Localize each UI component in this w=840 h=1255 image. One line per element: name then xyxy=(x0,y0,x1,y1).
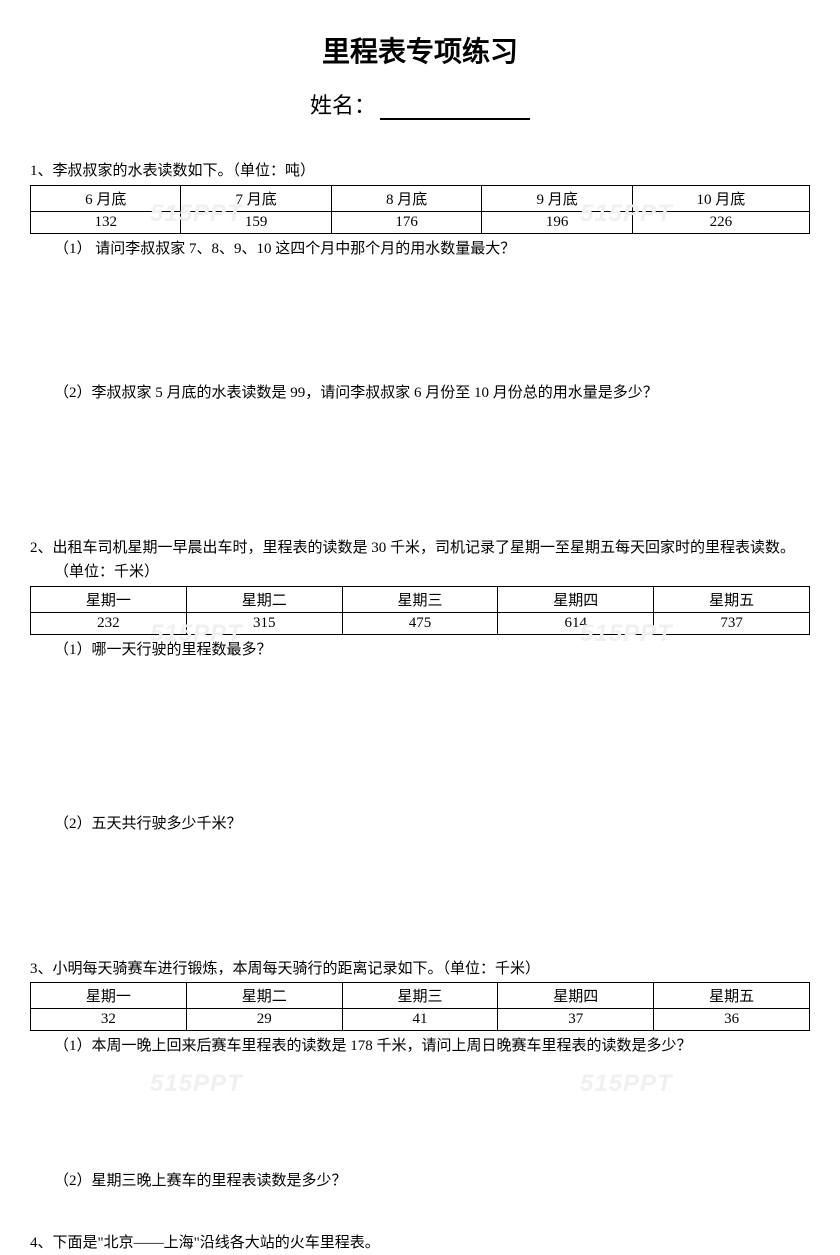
table-cell: 星期一 xyxy=(31,586,187,612)
table-cell: 6 月底 xyxy=(31,185,181,211)
table-cell: 10 月底 xyxy=(632,185,809,211)
table-cell: 159 xyxy=(181,211,331,233)
table-row: 132 159 176 196 226 xyxy=(31,211,810,233)
table-cell: 32 xyxy=(31,1009,187,1031)
question-1: 1、李叔叔家的水表读数如下。（单位：吨） 6 月底 7 月底 8 月底 9 月底… xyxy=(30,160,810,527)
q2-sub1: （1）哪一天行驶的里程数最多？ xyxy=(30,639,810,662)
table-cell: 475 xyxy=(342,612,498,634)
table-cell: 614 xyxy=(498,612,654,634)
q3-sub1: （1）本周一晚上回来后赛车里程表的读数是 178 千米，请问上周日晚赛车里程表的… xyxy=(30,1035,810,1058)
table-row: 32 29 41 37 36 xyxy=(31,1009,810,1031)
table-cell: 737 xyxy=(654,612,810,634)
table-row: 6 月底 7 月底 8 月底 9 月底 10 月底 xyxy=(31,185,810,211)
table-cell: 29 xyxy=(186,1009,342,1031)
q2-unit: （单位：千米） xyxy=(30,561,810,584)
table-cell: 232 xyxy=(31,612,187,634)
table-cell: 7 月底 xyxy=(181,185,331,211)
q1-table: 6 月底 7 月底 8 月底 9 月底 10 月底 132 159 176 19… xyxy=(30,185,810,234)
q3-table: 星期一 星期二 星期三 星期四 星期五 32 29 41 37 36 xyxy=(30,982,810,1031)
name-label: 姓名： xyxy=(310,93,376,118)
table-cell: 星期二 xyxy=(186,586,342,612)
table-cell: 8 月底 xyxy=(331,185,481,211)
table-cell: 196 xyxy=(482,211,632,233)
question-2: 2、出租车司机星期一早晨出车时，里程表的读数是 30 千米，司机记录了星期一至星… xyxy=(30,537,810,948)
q1-stem: 1、李叔叔家的水表读数如下。（单位：吨） xyxy=(30,160,810,183)
q4-stem: 4、下面是"北京——上海"沿线各大站的火车里程表。 xyxy=(30,1232,810,1255)
q2-sub2: （2）五天共行驶多少千米？ xyxy=(30,813,810,836)
table-cell: 176 xyxy=(331,211,481,233)
table-cell: 9 月底 xyxy=(482,185,632,211)
q3-sub2: （2）星期三晚上赛车的里程表读数是多少？ xyxy=(30,1170,810,1193)
question-4: 4、下面是"北京——上海"沿线各大站的火车里程表。 xyxy=(30,1232,810,1255)
q3-stem: 3、小明每天骑赛车进行锻炼，本周每天骑行的距离记录如下。（单位：千米） xyxy=(30,958,810,981)
table-cell: 315 xyxy=(186,612,342,634)
page-title: 里程表专项练习 xyxy=(30,30,810,70)
name-blank-line xyxy=(380,118,530,120)
q1-sub2: （2）李叔叔家 5 月底的水表读数是 99，请问李叔叔家 6 月份至 10 月份… xyxy=(30,382,810,405)
q1-sub1: （1） 请问李叔叔家 7、8、9、10 这四个月中那个月的用水数量最大？ xyxy=(30,238,810,261)
q2-stem: 2、出租车司机星期一早晨出车时，里程表的读数是 30 千米，司机记录了星期一至星… xyxy=(30,537,810,560)
table-cell: 星期五 xyxy=(654,983,810,1009)
question-3: 3、小明每天骑赛车进行锻炼，本周每天骑行的距离记录如下。（单位：千米） 星期一 … xyxy=(30,958,810,1223)
table-cell: 132 xyxy=(31,211,181,233)
table-cell: 226 xyxy=(632,211,809,233)
table-cell: 星期三 xyxy=(342,983,498,1009)
table-cell: 星期一 xyxy=(31,983,187,1009)
table-row: 232 315 475 614 737 xyxy=(31,612,810,634)
table-cell: 星期五 xyxy=(654,586,810,612)
table-cell: 37 xyxy=(498,1009,654,1031)
table-row: 星期一 星期二 星期三 星期四 星期五 xyxy=(31,586,810,612)
q2-table: 星期一 星期二 星期三 星期四 星期五 232 315 475 614 737 xyxy=(30,586,810,635)
table-cell: 星期四 xyxy=(498,983,654,1009)
table-row: 星期一 星期二 星期三 星期四 星期五 xyxy=(31,983,810,1009)
table-cell: 星期二 xyxy=(186,983,342,1009)
table-cell: 星期三 xyxy=(342,586,498,612)
table-cell: 41 xyxy=(342,1009,498,1031)
table-cell: 星期四 xyxy=(498,586,654,612)
table-cell: 36 xyxy=(654,1009,810,1031)
name-field-row: 姓名： xyxy=(30,88,810,120)
